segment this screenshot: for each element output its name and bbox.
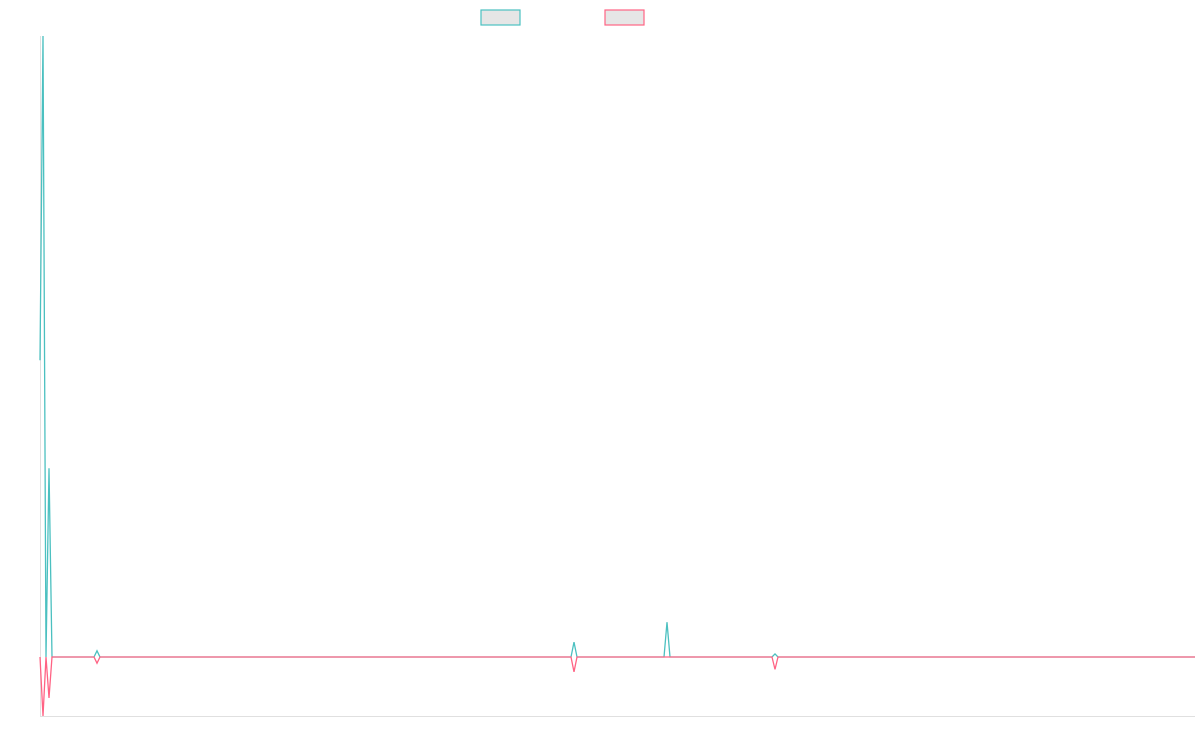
legend bbox=[480, 9, 645, 26]
legend-swatch-0[interactable] bbox=[480, 9, 521, 26]
series-line-1 bbox=[39, 656, 1195, 717]
series-line-0 bbox=[39, 35, 1195, 658]
legend-swatch-1[interactable] bbox=[604, 9, 645, 26]
